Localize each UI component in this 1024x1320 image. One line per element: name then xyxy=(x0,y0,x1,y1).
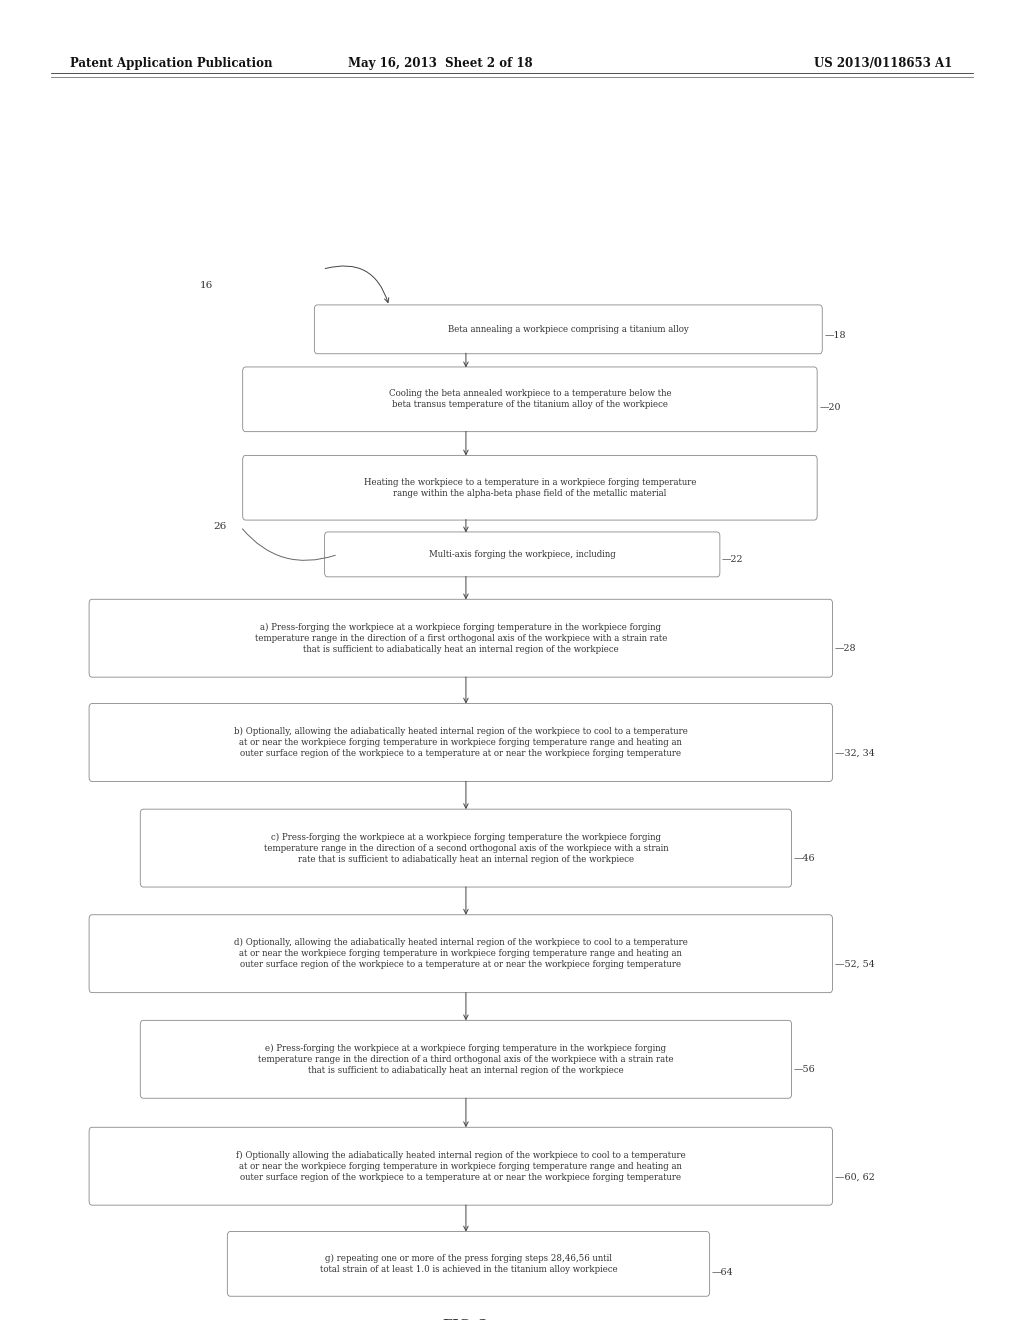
FancyBboxPatch shape xyxy=(89,915,833,993)
Text: g) repeating one or more of the press forging steps 28,46,56 until
total strain : g) repeating one or more of the press fo… xyxy=(319,1254,617,1274)
Text: US 2013/0118653 A1: US 2013/0118653 A1 xyxy=(814,57,952,70)
Text: a) Press-forging the workpiece at a workpiece forging temperature in the workpie: a) Press-forging the workpiece at a work… xyxy=(255,623,667,653)
Text: e) Press-forging the workpiece at a workpiece forging temperature in the workpie: e) Press-forging the workpiece at a work… xyxy=(258,1044,674,1074)
FancyBboxPatch shape xyxy=(314,305,822,354)
Text: —52, 54: —52, 54 xyxy=(835,960,874,969)
Text: —60, 62: —60, 62 xyxy=(835,1172,874,1181)
Text: 16: 16 xyxy=(200,281,213,289)
FancyBboxPatch shape xyxy=(89,1127,833,1205)
Text: f) Optionally allowing the adiabatically heated internal region of the workpiece: f) Optionally allowing the adiabatically… xyxy=(236,1151,686,1181)
FancyBboxPatch shape xyxy=(140,809,792,887)
FancyBboxPatch shape xyxy=(89,599,833,677)
Text: —64: —64 xyxy=(712,1269,733,1276)
Text: Cooling the beta annealed workpiece to a temperature below the
beta transus temp: Cooling the beta annealed workpiece to a… xyxy=(388,389,672,409)
Text: Multi-axis forging the workpiece, including: Multi-axis forging the workpiece, includ… xyxy=(429,550,615,558)
Text: Heating the workpiece to a temperature in a workpiece forging temperature
range : Heating the workpiece to a temperature i… xyxy=(364,478,696,498)
Text: —18: —18 xyxy=(824,331,846,341)
Text: —46: —46 xyxy=(794,854,815,863)
FancyBboxPatch shape xyxy=(89,704,833,781)
FancyBboxPatch shape xyxy=(227,1232,710,1296)
Text: d) Optionally, allowing the adiabatically heated internal region of the workpiec: d) Optionally, allowing the adiabaticall… xyxy=(233,939,688,969)
FancyBboxPatch shape xyxy=(140,1020,792,1098)
Text: —20: —20 xyxy=(819,404,841,412)
Text: Patent Application Publication: Patent Application Publication xyxy=(70,57,272,70)
FancyBboxPatch shape xyxy=(243,367,817,432)
Text: c) Press-forging the workpiece at a workpiece forging temperature the workpiece : c) Press-forging the workpiece at a work… xyxy=(263,833,669,863)
Text: —22: —22 xyxy=(722,556,743,565)
Text: b) Optionally, allowing the adiabatically heated internal region of the workpiec: b) Optionally, allowing the adiabaticall… xyxy=(233,727,688,758)
Text: —28: —28 xyxy=(835,644,856,653)
Text: 26: 26 xyxy=(213,523,226,531)
Text: May 16, 2013  Sheet 2 of 18: May 16, 2013 Sheet 2 of 18 xyxy=(348,57,532,70)
FancyBboxPatch shape xyxy=(325,532,720,577)
FancyBboxPatch shape xyxy=(243,455,817,520)
Text: —32, 34: —32, 34 xyxy=(835,748,874,758)
Text: —56: —56 xyxy=(794,1065,815,1074)
Text: Beta annealing a workpiece comprising a titanium alloy: Beta annealing a workpiece comprising a … xyxy=(447,325,689,334)
